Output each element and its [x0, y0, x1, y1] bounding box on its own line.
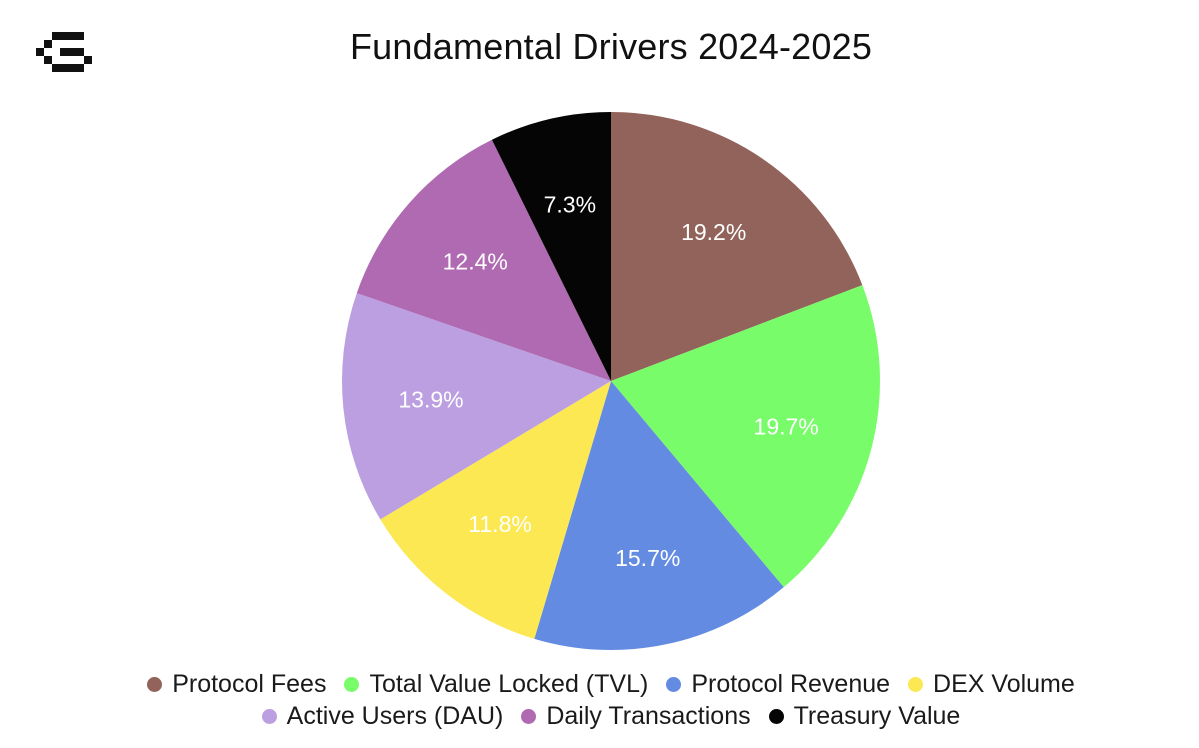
- pie-slice: [380, 381, 611, 639]
- pie-slice: [342, 293, 611, 520]
- legend-label: Active Users (DAU): [286, 702, 504, 730]
- legend-item: Protocol Fees: [147, 668, 326, 700]
- legend-label: Treasury Value: [793, 702, 961, 730]
- legend-swatch: [344, 676, 360, 692]
- legend-label: DEX Volume: [933, 670, 1075, 698]
- chart-title: Fundamental Drivers 2024-2025: [349, 26, 873, 67]
- legend-swatch: [768, 708, 784, 724]
- legend-item: Daily Transactions: [521, 700, 751, 732]
- slice-label: 12.4%: [443, 248, 508, 274]
- pie-slice: [534, 381, 784, 650]
- legend-row: Active Users (DAU) Daily Transactions Trea…: [0, 700, 1199, 732]
- legend-swatch: [908, 676, 924, 692]
- slice-label: 15.7%: [615, 545, 680, 571]
- legend-row: Protocol Fees Total Value Locked (TVL) Pro…: [0, 668, 1199, 700]
- legend-item: Treasury Value: [768, 700, 961, 732]
- legend-swatch: [147, 676, 163, 692]
- slice-label: 19.2%: [681, 219, 746, 245]
- legend-item: Active Users (DAU): [261, 700, 504, 732]
- legend-item: Protocol Revenue: [666, 668, 890, 700]
- pie-slice: [611, 285, 880, 588]
- legend-swatch: [261, 708, 277, 724]
- slice-label: 19.7%: [754, 414, 819, 440]
- legend-label: Protocol Fees: [172, 670, 327, 698]
- legend-item: DEX Volume: [908, 668, 1075, 700]
- pie-slice: [491, 112, 611, 381]
- slice-label: 7.3%: [544, 192, 596, 218]
- legend-label: Daily Transactions: [546, 702, 751, 730]
- chart-legend: Protocol Fees Total Value Locked (TVL) Pro…: [0, 668, 1199, 732]
- legend-item: Total Value Locked (TVL): [344, 668, 648, 700]
- legend-swatch: [521, 708, 537, 724]
- legend-label: Total Value Locked (TVL): [369, 670, 649, 698]
- pixel-g-logo-icon: [36, 32, 92, 72]
- slice-label: 11.8%: [468, 511, 532, 537]
- legend-label: Protocol Revenue: [691, 670, 891, 698]
- pie-slice: [611, 112, 863, 381]
- pie-slice: [356, 139, 611, 381]
- slice-label: 13.9%: [398, 387, 463, 413]
- legend-swatch: [666, 676, 682, 692]
